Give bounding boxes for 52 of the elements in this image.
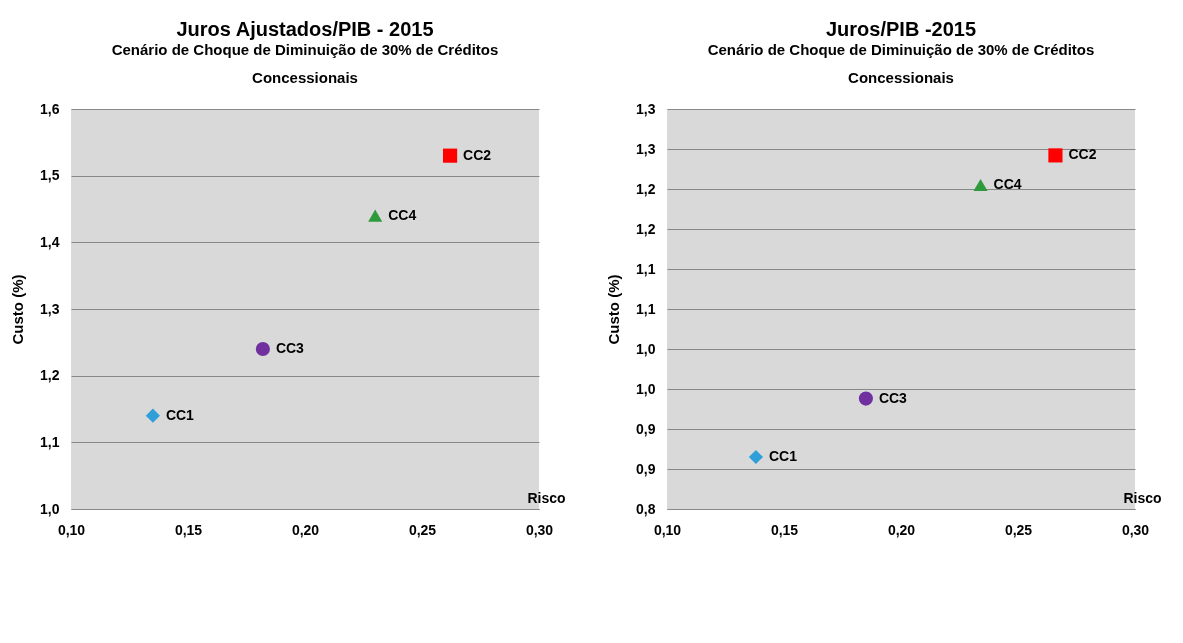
x-tick-label: 0,25 xyxy=(408,521,437,538)
series-label: CC2 xyxy=(463,146,492,163)
x-tick-label: 0,10 xyxy=(653,521,682,538)
chart-subtitle: Cenário de Choque de Diminuição de 30% de Créditos Concessionais xyxy=(707,41,1095,86)
x-tick-label: 0,20 xyxy=(887,521,916,538)
y-tick-label: 0,9 xyxy=(636,420,656,437)
y-tick-label: 1,0 xyxy=(636,380,656,397)
y-tick-label: 1,2 xyxy=(636,180,656,197)
series-label: CC4 xyxy=(388,206,417,223)
point xyxy=(443,148,458,163)
point xyxy=(145,408,160,423)
y-tick-label: 0,9 xyxy=(636,460,656,477)
x-tick-label: 0,25 xyxy=(1004,521,1033,538)
y-tick-label: 1,1 xyxy=(636,260,656,277)
y-axis-title: Custo (%) xyxy=(605,274,623,345)
y-tick-label: 1,0 xyxy=(40,500,60,517)
chart-subtitle: Cenário de Choque de Diminuição de 30% de Créditos Concessionais xyxy=(111,41,499,86)
point xyxy=(368,209,383,222)
y-tick-label: 1,5 xyxy=(40,167,60,184)
y-tick-label: 1,4 xyxy=(40,233,60,250)
point xyxy=(858,391,873,406)
series-label: CC3 xyxy=(878,389,908,406)
series-label: CC1 xyxy=(165,406,195,423)
point xyxy=(255,341,270,357)
x-tick-label: 0,30 xyxy=(1121,521,1150,538)
series-label: CC4 xyxy=(993,176,1022,192)
x-tick-label: 0,10 xyxy=(57,521,86,538)
series-label: CC2 xyxy=(1068,146,1097,163)
point xyxy=(1048,148,1063,163)
y-tick-label: 1,6 xyxy=(40,100,60,117)
x-tick-label: 0,15 xyxy=(770,521,799,538)
point xyxy=(748,449,763,465)
y-tick-label: 1,3 xyxy=(636,140,656,157)
point xyxy=(973,178,988,192)
y-tick-label: 1,0 xyxy=(636,340,656,357)
x-axis-title: Risco xyxy=(527,489,566,506)
y-tick-label: 1,3 xyxy=(636,100,656,117)
series-label: CC1 xyxy=(768,448,798,464)
series-label: CC3 xyxy=(275,340,305,356)
y-tick-label: 1,2 xyxy=(636,220,656,237)
chart-title: Juros Ajustados/PIB - 2015 xyxy=(176,18,434,40)
y-tick-label: 1,1 xyxy=(636,300,656,317)
y-tick-label: 1,1 xyxy=(40,433,60,450)
x-tick-label: 0,20 xyxy=(291,521,320,538)
y-tick-label: 1,3 xyxy=(40,300,60,317)
chart-title: Juros/PIB -2015 xyxy=(825,18,977,40)
x-tick-label: 0,15 xyxy=(174,521,203,538)
y-tick-label: 1,2 xyxy=(40,367,60,384)
y-tick-label: 0,8 xyxy=(636,500,656,517)
x-axis-title: Risco xyxy=(1123,489,1162,506)
x-tick-label: 0,30 xyxy=(525,521,554,538)
y-axis-title: Custo (%) xyxy=(9,274,27,345)
